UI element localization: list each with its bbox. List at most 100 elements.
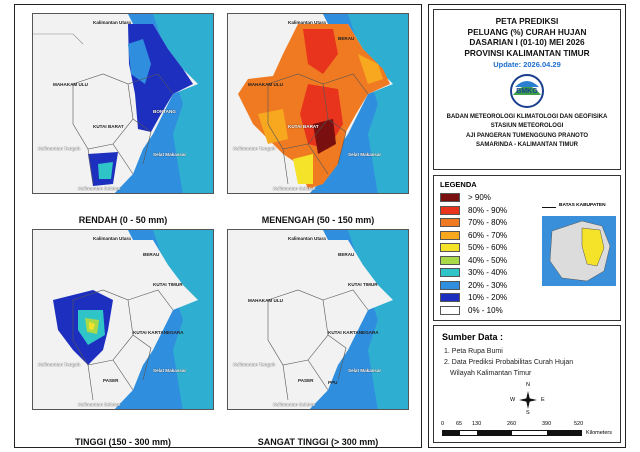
label-kaltara: Kalimantan Utara [288, 236, 326, 241]
label-mahakam: MAHAKAM ULU [248, 298, 283, 303]
label-kalsel: Kalimantan Selatan [78, 186, 121, 191]
boundary-label: BATAS KABUPATEN [559, 203, 606, 208]
source-item-2: 2. Data Prediksi Probabilitas Curah Huja… [444, 359, 574, 366]
scale-tick: 0 [441, 421, 445, 427]
label-kaltara: Kalimantan Utara [93, 20, 131, 25]
org-line-2: STASIUN METEOROLOGI [490, 123, 564, 130]
legend-swatch [440, 280, 460, 290]
label-kalsel: Kalimantan Selatan [273, 186, 316, 191]
legend-swatch [440, 268, 460, 277]
label-kaltara: Kalimantan Utara [288, 20, 326, 25]
legend-swatch [440, 243, 460, 252]
legend-label: > 90% [468, 193, 491, 202]
legend-box: LEGENDA > 90% 80% - 90% 70% - 80% 60% - 70%… [433, 175, 621, 321]
scale-tick: 520 [574, 421, 584, 427]
label-kubar: KUTAI BARAT [288, 124, 319, 129]
label-kubar: KUTAI BARAT [93, 124, 124, 129]
label-kutim: KUTAI TIMUR [348, 282, 378, 287]
heading-line-1: PETA PREDIKSI [495, 16, 559, 26]
legend-label: 30% - 40% [468, 268, 508, 277]
scale-unit: Kilometers [586, 430, 612, 436]
label-kalsel: Kalimantan Selatan [78, 402, 121, 407]
north-arrow-icon: N S W E [510, 382, 545, 416]
legend-swatch [440, 305, 460, 315]
legend-item: 70% - 80% [440, 218, 540, 228]
org-line-1: BADAN METEOROLOGI KLIMATOLOGI DAN GEOFIS… [446, 114, 608, 120]
legend-label: 60% - 70% [468, 230, 508, 240]
title-box: PETA PREDIKSI PELUANG (%) CURAH HUJAN DA… [433, 9, 621, 170]
map-title-rendah: RENDAH (0 - 50 mm) [78, 215, 168, 225]
legend-label: 40% - 50% [468, 255, 508, 265]
label-ppu: PPU [328, 380, 338, 385]
label-berau: BERAU [338, 36, 355, 41]
label-berau: BERAU [338, 252, 355, 257]
org-line-4: SAMARINDA - KALIMANTAN TIMUR [476, 142, 578, 149]
map-tinggi-svg [33, 230, 213, 409]
scale-tick: 260 [507, 421, 517, 427]
map-menengah-svg [228, 14, 408, 193]
map-tinggi: Kalimantan Utara BERAU KUTAI TIMUR KUTAI… [32, 229, 214, 410]
label-berau: BERAU [143, 252, 160, 257]
label-selat: Selat Makassar [348, 368, 382, 373]
legend-swatch [440, 193, 460, 202]
bmkg-logo-text: BMKG [516, 88, 538, 95]
label-kalsel: Kalimantan Selatan [273, 402, 316, 407]
compass-w: W [510, 397, 516, 403]
scale-tick: 130 [472, 421, 482, 427]
label-kalteng: Kalimantan Tengah [38, 146, 81, 151]
label-kalteng: Kalimantan Tengah [233, 362, 276, 367]
label-kalteng: Kalimantan Tengah [233, 146, 276, 151]
scale-tick: 65 [456, 421, 463, 427]
legend-label: 50% - 60% [468, 243, 508, 252]
label-kukar: KUTAI KARTANEGARA [328, 330, 379, 335]
label-selat: Selat Makassar [153, 368, 187, 373]
label-paser: PASER [103, 378, 119, 383]
source-heading: Sumber Data : [442, 332, 504, 342]
scale-tick: 390 [542, 421, 552, 427]
map-rendah: Kalimantan Utara MAHAKAM ULU KUTAI BARAT… [32, 13, 214, 194]
label-selat: Selat Makassar [348, 152, 382, 157]
map-menengah: Kalimantan Utara BERAU MAHAKAM ULU KUTAI… [227, 13, 409, 194]
label-kukar: KUTAI KARTANEGARA [133, 330, 184, 335]
map-sangat-tinggi-svg [228, 230, 408, 409]
legend-item: 80% - 90% [440, 205, 540, 216]
boundary-line-sample [542, 207, 556, 208]
label-bontang: BONTANG [153, 109, 176, 114]
bmkg-logo: BMKG [507, 73, 547, 109]
heading-line-3: DASARIAN I (01-10) MEI 2026 [469, 37, 585, 47]
map-title-menengah: MENENGAH (50 - 150 mm) [261, 215, 375, 225]
compass-n: N [526, 382, 530, 388]
legend-label: 70% - 80% [468, 218, 508, 227]
label-mahakam: MAHAKAM ULU [53, 82, 88, 87]
heading-line-2: PELUANG (%) CURAH HUJAN [467, 26, 587, 37]
map-rendah-svg [33, 14, 213, 193]
label-paser: PASER [298, 378, 314, 383]
legend-heading: LEGENDA [440, 180, 477, 189]
legend-swatch [440, 255, 460, 265]
source-item-1: 1. Peta Rupa Bumi [444, 348, 503, 355]
legend-label: 80% - 90% [468, 205, 508, 215]
label-selat: Selat Makassar [153, 152, 187, 157]
locator-inset-map [542, 216, 616, 286]
legend-label: 20% - 30% [468, 280, 508, 290]
legend-item: > 90% [440, 193, 540, 203]
map-title-tinggi: TINGGI (150 - 300 mm) [74, 437, 172, 447]
legend-label: 10% - 20% [468, 293, 508, 302]
compass-e: E [541, 397, 545, 403]
label-kalteng: Kalimantan Tengah [38, 362, 81, 367]
source-box: Sumber Data : 1. Peta Rupa Bumi 2. Data … [433, 325, 621, 443]
map-sangat-tinggi: Kalimantan Utara BERAU MAHAKAM ULU KUTAI… [227, 229, 409, 410]
legend-swatch [440, 218, 460, 227]
legend-item: 0% - 10% [440, 305, 540, 316]
heading-line-4: PROVINSI KALIMANTAN TIMUR [464, 47, 590, 58]
legend-item: 10% - 20% [440, 293, 540, 303]
org-line-3: AJI PANGERAN TUMENGGUNG PRANOTO [465, 132, 589, 139]
legend-item: 40% - 50% [440, 255, 540, 266]
scale-bar [442, 430, 582, 436]
info-column: PETA PREDIKSI PELUANG (%) CURAH HUJAN DA… [428, 4, 626, 448]
map-heading: PETA PREDIKSI PELUANG (%) CURAH HUJAN DA… [434, 16, 620, 58]
map-title-sangat-tinggi: SANGAT TINGGI (> 300 mm) [257, 437, 379, 447]
legend-item: 20% - 30% [440, 280, 540, 291]
legend-label: 0% - 10% [468, 305, 503, 315]
label-mahakam: MAHAKAM ULU [248, 82, 283, 87]
